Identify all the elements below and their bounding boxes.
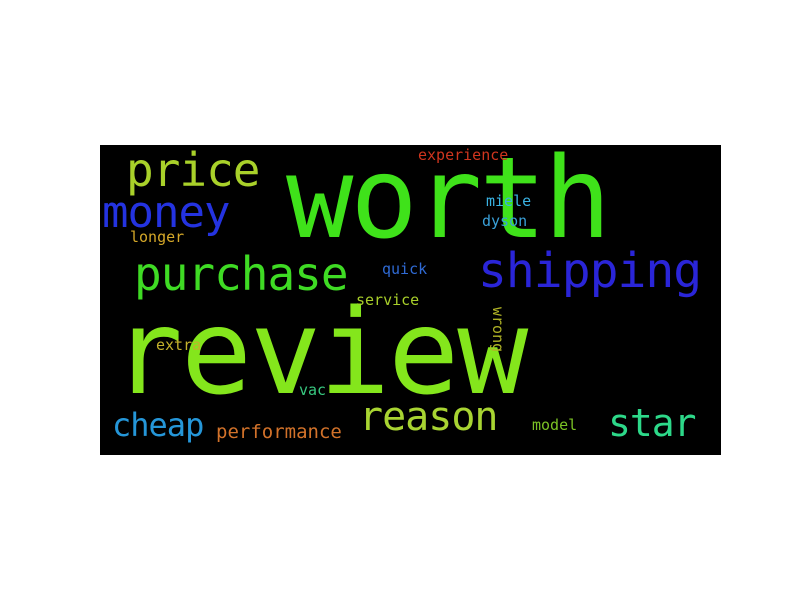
word-extra: extra — [156, 336, 202, 354]
word-cheap: cheap — [112, 406, 204, 444]
word-purchase: purchase — [134, 247, 349, 301]
word-worth: worth — [286, 145, 611, 264]
word-dyson: dyson — [482, 212, 528, 230]
word-reason: reason — [359, 394, 498, 440]
word-shipping: shipping — [478, 243, 702, 299]
word-wrong: wrong — [489, 307, 507, 353]
word-longer: longer — [130, 228, 185, 246]
word-cloud: review worth shipping purchase price mon… — [100, 145, 721, 455]
word-service: service — [356, 291, 420, 309]
word-price: price — [126, 145, 260, 197]
word-vac: vac — [299, 381, 327, 399]
word-model: model — [532, 416, 578, 434]
word-quick: quick — [382, 260, 428, 278]
word-review: review — [112, 283, 528, 421]
word-star: star — [608, 401, 697, 445]
word-experience: experience — [418, 146, 509, 164]
word-miele: miele — [486, 192, 532, 210]
word-performance: performance — [216, 421, 342, 443]
word-money: money — [102, 187, 230, 238]
